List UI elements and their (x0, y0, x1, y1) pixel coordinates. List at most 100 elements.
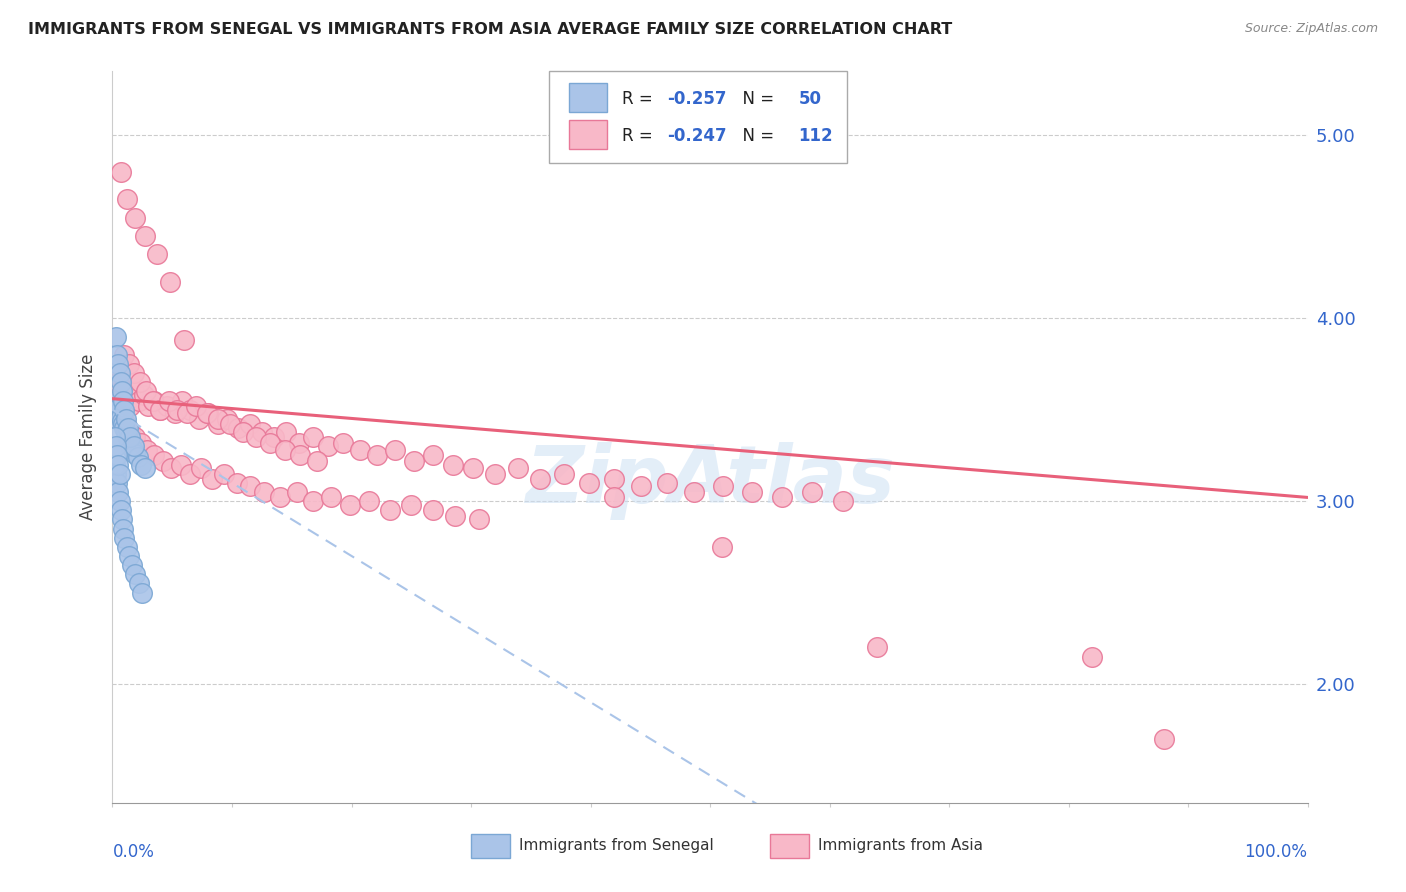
Point (105, 475, 128, 490)
Point (186, 399, 208, 413)
Point (349, 442, 371, 457)
Point (118, 357, 141, 371)
Point (217, 411, 239, 425)
Point (156, 399, 179, 413)
Point (105, 384, 128, 399)
Point (269, 491, 291, 505)
Point (136, 442, 159, 457)
Text: IMMIGRANTS FROM SENEGAL VS IMMIGRANTS FROM ASIA AVERAGE FAMILY SIZE CORRELATION : IMMIGRANTS FROM SENEGAL VS IMMIGRANTS FR… (28, 22, 952, 37)
Point (176, 406, 198, 420)
Point (108, 399, 131, 413)
Point (129, 435, 152, 450)
Point (129, 375, 152, 389)
Point (422, 448, 444, 462)
Point (120, 399, 142, 413)
Point (111, 414, 134, 428)
Text: Immigrants from Senegal: Immigrants from Senegal (519, 838, 714, 854)
Point (316, 439, 339, 453)
Point (170, 393, 193, 408)
Point (401, 498, 423, 512)
Point (104, 458, 127, 472)
Point (831, 494, 853, 508)
Text: N =: N = (731, 127, 779, 145)
Point (105, 402, 128, 417)
Point (117, 432, 139, 446)
Point (111, 411, 134, 425)
Point (321, 491, 343, 505)
Point (149, 402, 172, 417)
Point (107, 485, 129, 500)
Point (603, 472, 626, 486)
Point (149, 402, 172, 417)
Point (143, 448, 166, 462)
Text: R =: R = (621, 127, 658, 145)
Point (110, 165, 132, 179)
Bar (569, 83, 607, 112)
Point (124, 446, 146, 460)
Point (105, 402, 128, 417)
Point (288, 448, 311, 462)
Text: R =: R = (621, 90, 658, 108)
Point (152, 454, 174, 468)
Point (332, 435, 354, 450)
Point (245, 430, 267, 444)
Point (207, 411, 229, 425)
Point (110, 375, 132, 389)
Point (506, 461, 529, 475)
Point (124, 211, 146, 225)
Point (239, 479, 262, 493)
Text: -0.247: -0.247 (666, 127, 727, 145)
Point (115, 428, 138, 442)
Point (741, 485, 763, 500)
Point (110, 503, 132, 517)
Point (114, 348, 135, 362)
Point (402, 454, 425, 468)
Point (529, 472, 551, 486)
Point (120, 439, 142, 453)
Point (166, 402, 188, 417)
Point (131, 585, 153, 599)
Point (302, 430, 325, 444)
Point (114, 411, 136, 425)
Point (135, 384, 157, 399)
Point (800, 485, 823, 500)
Point (711, 540, 734, 554)
Point (105, 348, 128, 362)
Point (225, 475, 247, 490)
Point (711, 479, 734, 493)
Point (770, 491, 793, 505)
Point (866, 640, 889, 655)
Point (218, 417, 240, 432)
Point (134, 228, 156, 243)
Point (112, 521, 135, 535)
Point (111, 384, 134, 399)
Point (110, 388, 132, 402)
Point (195, 406, 218, 420)
Text: ZipAtlas: ZipAtlas (524, 442, 896, 520)
Point (285, 485, 308, 500)
Point (122, 384, 145, 399)
Text: Source: ZipAtlas.com: Source: ZipAtlas.com (1244, 22, 1378, 36)
Point (273, 442, 295, 457)
Point (302, 494, 325, 508)
Point (128, 576, 150, 591)
Text: Immigrants from Asia: Immigrants from Asia (818, 838, 983, 854)
Point (683, 485, 706, 500)
Point (169, 458, 191, 472)
Point (142, 393, 165, 408)
Point (107, 458, 129, 472)
Point (115, 393, 138, 408)
Text: -0.257: -0.257 (666, 90, 727, 108)
Point (114, 402, 135, 417)
Point (197, 406, 219, 420)
Point (441, 458, 464, 472)
Point (603, 491, 626, 505)
Point (263, 430, 285, 444)
Point (120, 430, 142, 444)
Text: 112: 112 (799, 127, 834, 145)
Point (121, 558, 143, 573)
Point (107, 357, 129, 371)
FancyBboxPatch shape (548, 71, 848, 163)
Point (115, 192, 138, 206)
Point (112, 417, 135, 432)
